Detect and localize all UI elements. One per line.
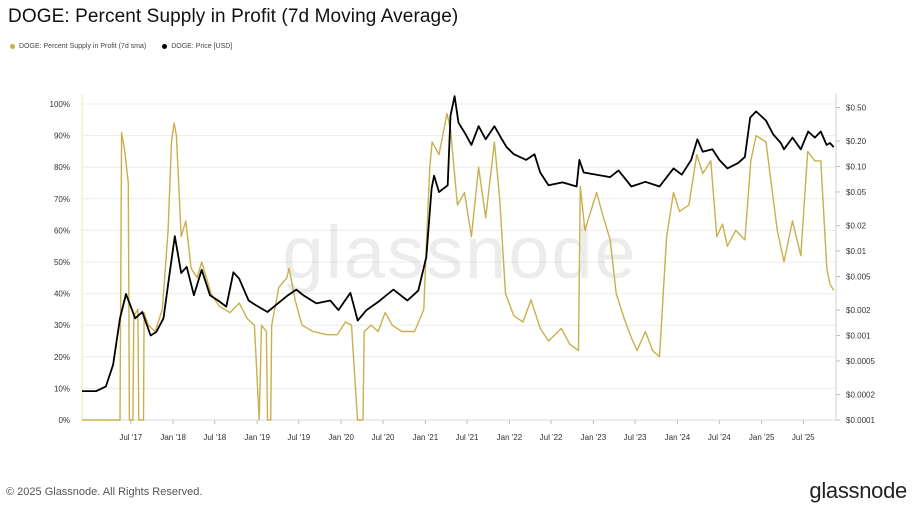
- y-right-tick-label: $0.10: [846, 163, 867, 172]
- x-tick-label: Jan '19: [244, 433, 270, 442]
- x-tick-label: Jan '21: [413, 433, 439, 442]
- y-right-tick-label: $0.01: [846, 247, 867, 256]
- y-left-tick-label: 70%: [54, 195, 70, 204]
- y-right-tick-label: $0.02: [846, 222, 867, 231]
- x-tick-label: Jul '22: [540, 433, 563, 442]
- y-left-tick-label: 80%: [54, 163, 70, 172]
- y-right-tick-label: $0.50: [846, 103, 867, 112]
- x-tick-label: Jul '19: [287, 433, 310, 442]
- legend-label-supply-in-profit: DOGE: Percent Supply in Profit (7d sma): [19, 43, 147, 50]
- legend-item-supply-in-profit[interactable]: DOGE: Percent Supply in Profit (7d sma): [10, 43, 146, 50]
- y-right-tick-label: $0.0002: [846, 391, 875, 400]
- glassnode-logo[interactable]: glassnode: [809, 478, 907, 503]
- x-tick-label: Jul '23: [624, 433, 647, 442]
- y-left-tick-label: 90%: [54, 132, 70, 141]
- x-tick-label: Jul '21: [456, 433, 479, 442]
- series-line-price: [82, 95, 835, 393]
- series-group: [82, 95, 835, 421]
- y-right-tick-label: $0.0001: [846, 416, 875, 425]
- x-tick-label: Jul '24: [708, 433, 731, 442]
- x-tick-label: Jul '25: [792, 433, 815, 442]
- watermark: glassnode: [282, 211, 637, 294]
- x-tick-label: Jan '25: [749, 433, 775, 442]
- y-left-tick-label: 60%: [54, 226, 70, 235]
- x-tick-label: Jan '23: [581, 433, 607, 442]
- axes: [81, 94, 840, 424]
- legend-item-price[interactable]: DOGE: Price [USD]: [162, 43, 232, 50]
- series-line-supply-in-profit: [82, 112, 835, 421]
- y-right-tick-label: $0.05: [846, 188, 867, 197]
- x-tick-label: Jan '20: [328, 433, 354, 442]
- y-left-tick-label: 10%: [54, 384, 70, 393]
- y-left-tick-label: 40%: [54, 290, 70, 299]
- tick-labels: 0% 10% 20% 30% 40% 50% 60% 70% 80% 90% 100% $0.0001…: [50, 100, 876, 442]
- x-tick-label: Jul '20: [372, 433, 395, 442]
- x-tick-label: Jul '17: [119, 433, 142, 442]
- chart-title: DOGE: Percent Supply in Profit (7d Movin…: [8, 6, 459, 27]
- y-left-tick-label: 0%: [58, 416, 70, 425]
- gridlines: [82, 103, 836, 421]
- x-tick-label: Jul '18: [203, 433, 226, 442]
- y-right-tick-label: $0.005: [846, 272, 871, 281]
- y-left-tick-label: 100%: [50, 100, 70, 109]
- copyright-text: © 2025 Glassnode. All Rights Reserved.: [6, 486, 203, 498]
- y-left-tick-label: 50%: [54, 258, 70, 267]
- x-tick-label: Jan '22: [497, 433, 523, 442]
- legend: DOGE: Percent Supply in Profit (7d sma) …: [10, 43, 232, 50]
- x-tick-label: Jan '24: [665, 433, 691, 442]
- y-right-tick-label: $0.002: [846, 306, 871, 315]
- y-left-tick-label: 30%: [54, 321, 70, 330]
- x-tick-label: Jan '18: [160, 433, 186, 442]
- legend-dot-price: [162, 44, 168, 49]
- y-right-tick-label: $0.20: [846, 137, 867, 146]
- y-right-tick-label: $0.0005: [846, 357, 875, 366]
- y-left-tick-label: 20%: [54, 353, 70, 362]
- legend-label-price: DOGE: Price [USD]: [171, 43, 233, 50]
- y-right-tick-label: $0.001: [846, 332, 871, 341]
- legend-dot-supply-in-profit: [10, 44, 15, 49]
